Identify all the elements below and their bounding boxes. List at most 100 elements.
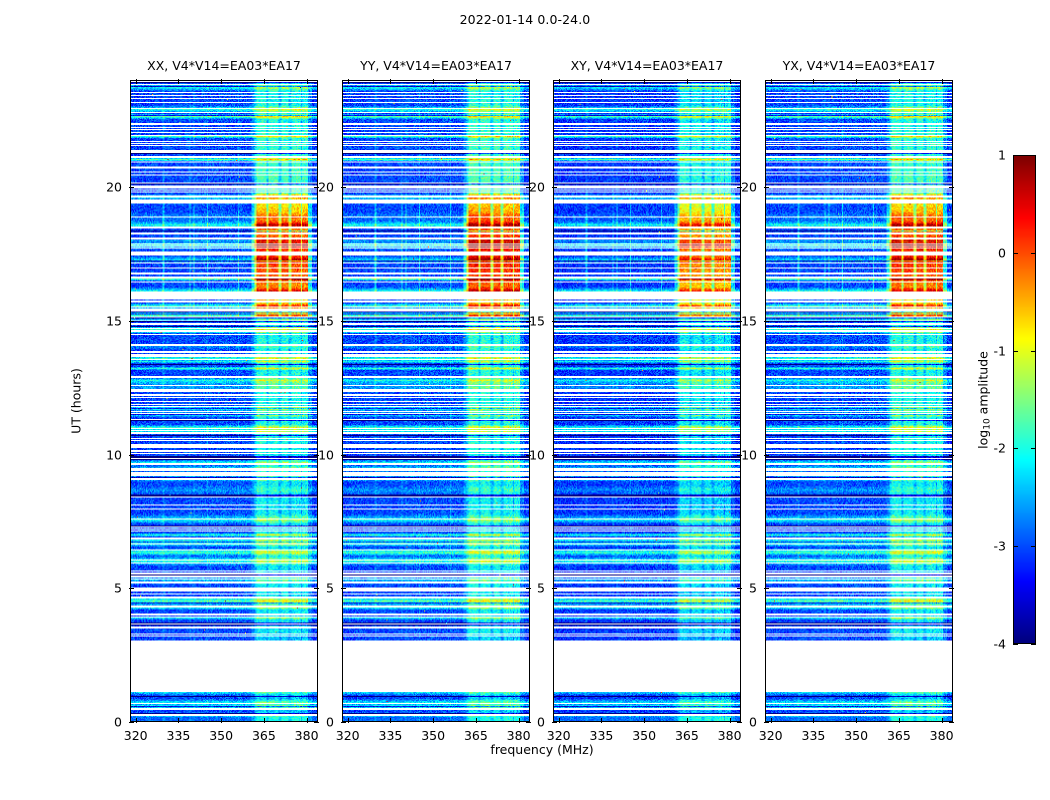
y-tick-label: 0	[749, 714, 757, 730]
x-tick-label: 320	[123, 728, 148, 743]
colorbar-gradient	[1014, 156, 1035, 643]
y-tick	[129, 187, 134, 188]
x-tick	[686, 718, 688, 723]
y-tick	[314, 187, 319, 188]
y-tick	[737, 187, 742, 188]
panel-frame-yy	[342, 80, 530, 722]
x-tick-label: 335	[166, 728, 191, 743]
y-tick-label: 10	[106, 447, 122, 462]
x-tick	[729, 79, 731, 84]
y-tick	[314, 588, 319, 590]
y-tick	[949, 722, 954, 723]
y-tick-label: 15	[106, 313, 122, 329]
x-tick	[306, 79, 308, 84]
x-tick	[770, 79, 772, 84]
x-tick	[475, 718, 477, 723]
colorbar-tick	[1031, 644, 1036, 645]
x-tick-label: 365	[463, 728, 488, 743]
x-tick	[475, 79, 477, 84]
x-tick	[306, 718, 308, 723]
x-tick-label: 320	[758, 728, 783, 743]
x-tick-label: 380	[929, 728, 954, 743]
y-tick	[314, 320, 319, 322]
y-tick	[737, 320, 742, 322]
y-tick	[737, 722, 742, 723]
colorbar-tick	[1013, 546, 1018, 548]
x-tick	[558, 79, 560, 84]
y-tick	[526, 588, 531, 590]
x-tick-label: 350	[844, 728, 869, 743]
y-tick	[737, 588, 742, 590]
figure-suptitle: 2022-01-14 0.0-24.0	[459, 12, 591, 27]
panel-xx[interactable]: XX, V4*V14=EA03*EA17 0 5 10 15 20 320 335 350 365…	[106, 58, 319, 743]
x-tick-label: 365	[886, 728, 911, 743]
x-tick	[856, 79, 858, 84]
x-tick	[347, 79, 349, 84]
colorbar-tick	[1013, 252, 1018, 254]
x-tick-label: 350	[209, 728, 234, 743]
y-tick	[314, 454, 319, 456]
waterfall-image-yx	[766, 81, 952, 721]
y-tick-label: 20	[318, 179, 334, 195]
y-tick	[764, 454, 769, 456]
panel-yy[interactable]: YY, V4*V14=EA03*EA17 0 5 10 15 20 320 335 350 365…	[318, 58, 531, 743]
y-tick	[129, 320, 134, 322]
x-tick	[221, 718, 223, 723]
y-tick-label: 15	[741, 313, 757, 329]
colorbar-tick	[1031, 546, 1036, 548]
panel-title-xx: XX, V4*V14=EA03*EA17	[147, 58, 301, 73]
x-tick-label: 320	[335, 728, 360, 743]
y-tick	[949, 588, 954, 590]
colorbar-tick-label: -4	[993, 636, 1006, 652]
y-tick-label: 0	[326, 714, 334, 730]
y-tick-label: 5	[114, 580, 122, 596]
panel-title-yx: YX, V4*V14=EA03*EA17	[782, 58, 936, 73]
colorbar-tick	[1031, 155, 1036, 156]
y-tick-label: 10	[318, 447, 334, 462]
x-tick	[601, 718, 603, 723]
colorbar[interactable]: 1 0 -1 -2 -3 -4	[994, 148, 1036, 652]
x-tick	[135, 79, 137, 84]
x-tick	[898, 718, 900, 723]
y-tick	[341, 187, 346, 188]
panel-yx[interactable]: YX, V4*V14=EA03*EA17 0 5 10 15 20 320 335 350 365…	[741, 58, 954, 743]
y-tick	[737, 454, 742, 456]
waterfall-yy	[343, 81, 529, 721]
x-tick	[390, 79, 392, 84]
x-tick	[941, 79, 943, 84]
x-tick	[390, 718, 392, 723]
y-axis-label: UT (hours)	[68, 368, 84, 434]
x-tick	[433, 79, 435, 84]
y-tick	[552, 187, 557, 188]
x-tick	[221, 79, 223, 84]
y-tick-label: 0	[114, 714, 122, 730]
x-tick	[518, 79, 520, 84]
colorbar-tick-label: -3	[993, 538, 1006, 554]
panel-xy[interactable]: XY, V4*V14=EA03*EA17 0 5 10 15 20 320 335 350 365…	[529, 58, 742, 743]
waterfall-image-xy	[554, 81, 740, 721]
y-tick	[341, 454, 346, 456]
y-tick	[341, 722, 346, 723]
y-tick	[552, 320, 557, 322]
x-tick-label: 320	[546, 728, 571, 743]
y-tick-label: 5	[326, 580, 334, 596]
y-tick-label: 10	[529, 447, 545, 462]
waterfall-yx	[766, 81, 952, 721]
x-tick-label: 365	[674, 728, 699, 743]
y-tick	[764, 187, 769, 188]
colorbar-label: log10 amplitude	[976, 351, 993, 449]
x-tick	[729, 718, 731, 723]
x-tick	[813, 718, 815, 723]
y-tick	[314, 722, 319, 723]
y-tick	[764, 588, 769, 590]
x-tick-label: 380	[294, 728, 319, 743]
y-tick-label: 15	[529, 313, 545, 329]
x-tick-label: 380	[717, 728, 742, 743]
x-tick-label: 335	[589, 728, 614, 743]
x-tick-label: 380	[506, 728, 531, 743]
waterfall-xy	[554, 81, 740, 721]
y-tick	[949, 454, 954, 456]
x-tick-label: 350	[632, 728, 657, 743]
y-tick	[341, 320, 346, 322]
y-tick	[949, 187, 954, 188]
